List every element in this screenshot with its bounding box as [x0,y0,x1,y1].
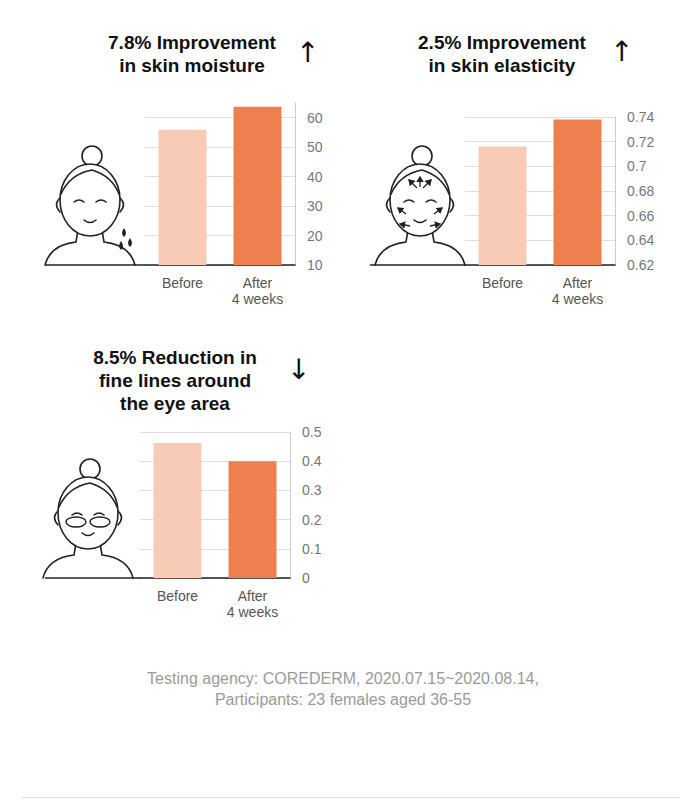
html-text:Testing agency: COREDERM, 2020: Testing agency: COREDERM, 2020.07.15~202… [147,670,539,708]
svg-text:30: 30 [307,198,323,214]
html-text:in skin elasticity: in skin elasticity [428,55,576,76]
svg-text:Before: Before [162,275,203,291]
svg-text:0.62: 0.62 [627,257,654,273]
svg-text:0.7: 0.7 [627,158,647,174]
html-text:the eye area: the eye area [120,393,230,414]
html-text:in skin moisture: in skin moisture [119,55,265,76]
svg-text:4 weeks: 4 weeks [232,291,283,307]
svg-text:10: 10 [307,257,323,273]
html-text:fine lines around: fine lines around [99,370,251,391]
svg-text:After: After [243,275,273,291]
svg-text:0.1: 0.1 [302,541,322,557]
svg-text:0: 0 [302,570,310,586]
svg-text:0.3: 0.3 [302,482,322,498]
svg-text:0.64: 0.64 [627,232,654,248]
html-text:2.5% Improvement: 2.5% Improvement [418,32,586,53]
svg-text:0.66: 0.66 [627,208,654,224]
svg-text:After: After [563,275,593,291]
html-text:7.8% Improvement: 7.8% Improvement [108,32,276,53]
svg-text:0.4: 0.4 [302,453,322,469]
svg-text:0.5: 0.5 [302,424,322,440]
svg-text:60: 60 [307,110,323,126]
svg-text:Before: Before [482,275,523,291]
svg-text:0.74: 0.74 [627,109,654,125]
svg-text:After: After [238,588,268,604]
svg-text:4 weeks: 4 weeks [552,291,603,307]
svg-text:0.2: 0.2 [302,512,322,528]
html-text:8.5% Reduction in: 8.5% Reduction in [93,347,257,368]
svg-text:0.68: 0.68 [627,183,654,199]
svg-text:4 weeks: 4 weeks [227,604,278,620]
svg-text:40: 40 [307,169,323,185]
svg-text:Before: Before [157,588,198,604]
svg-text:50: 50 [307,139,323,155]
svg-text:0.72: 0.72 [627,134,654,150]
svg-text:20: 20 [307,228,323,244]
